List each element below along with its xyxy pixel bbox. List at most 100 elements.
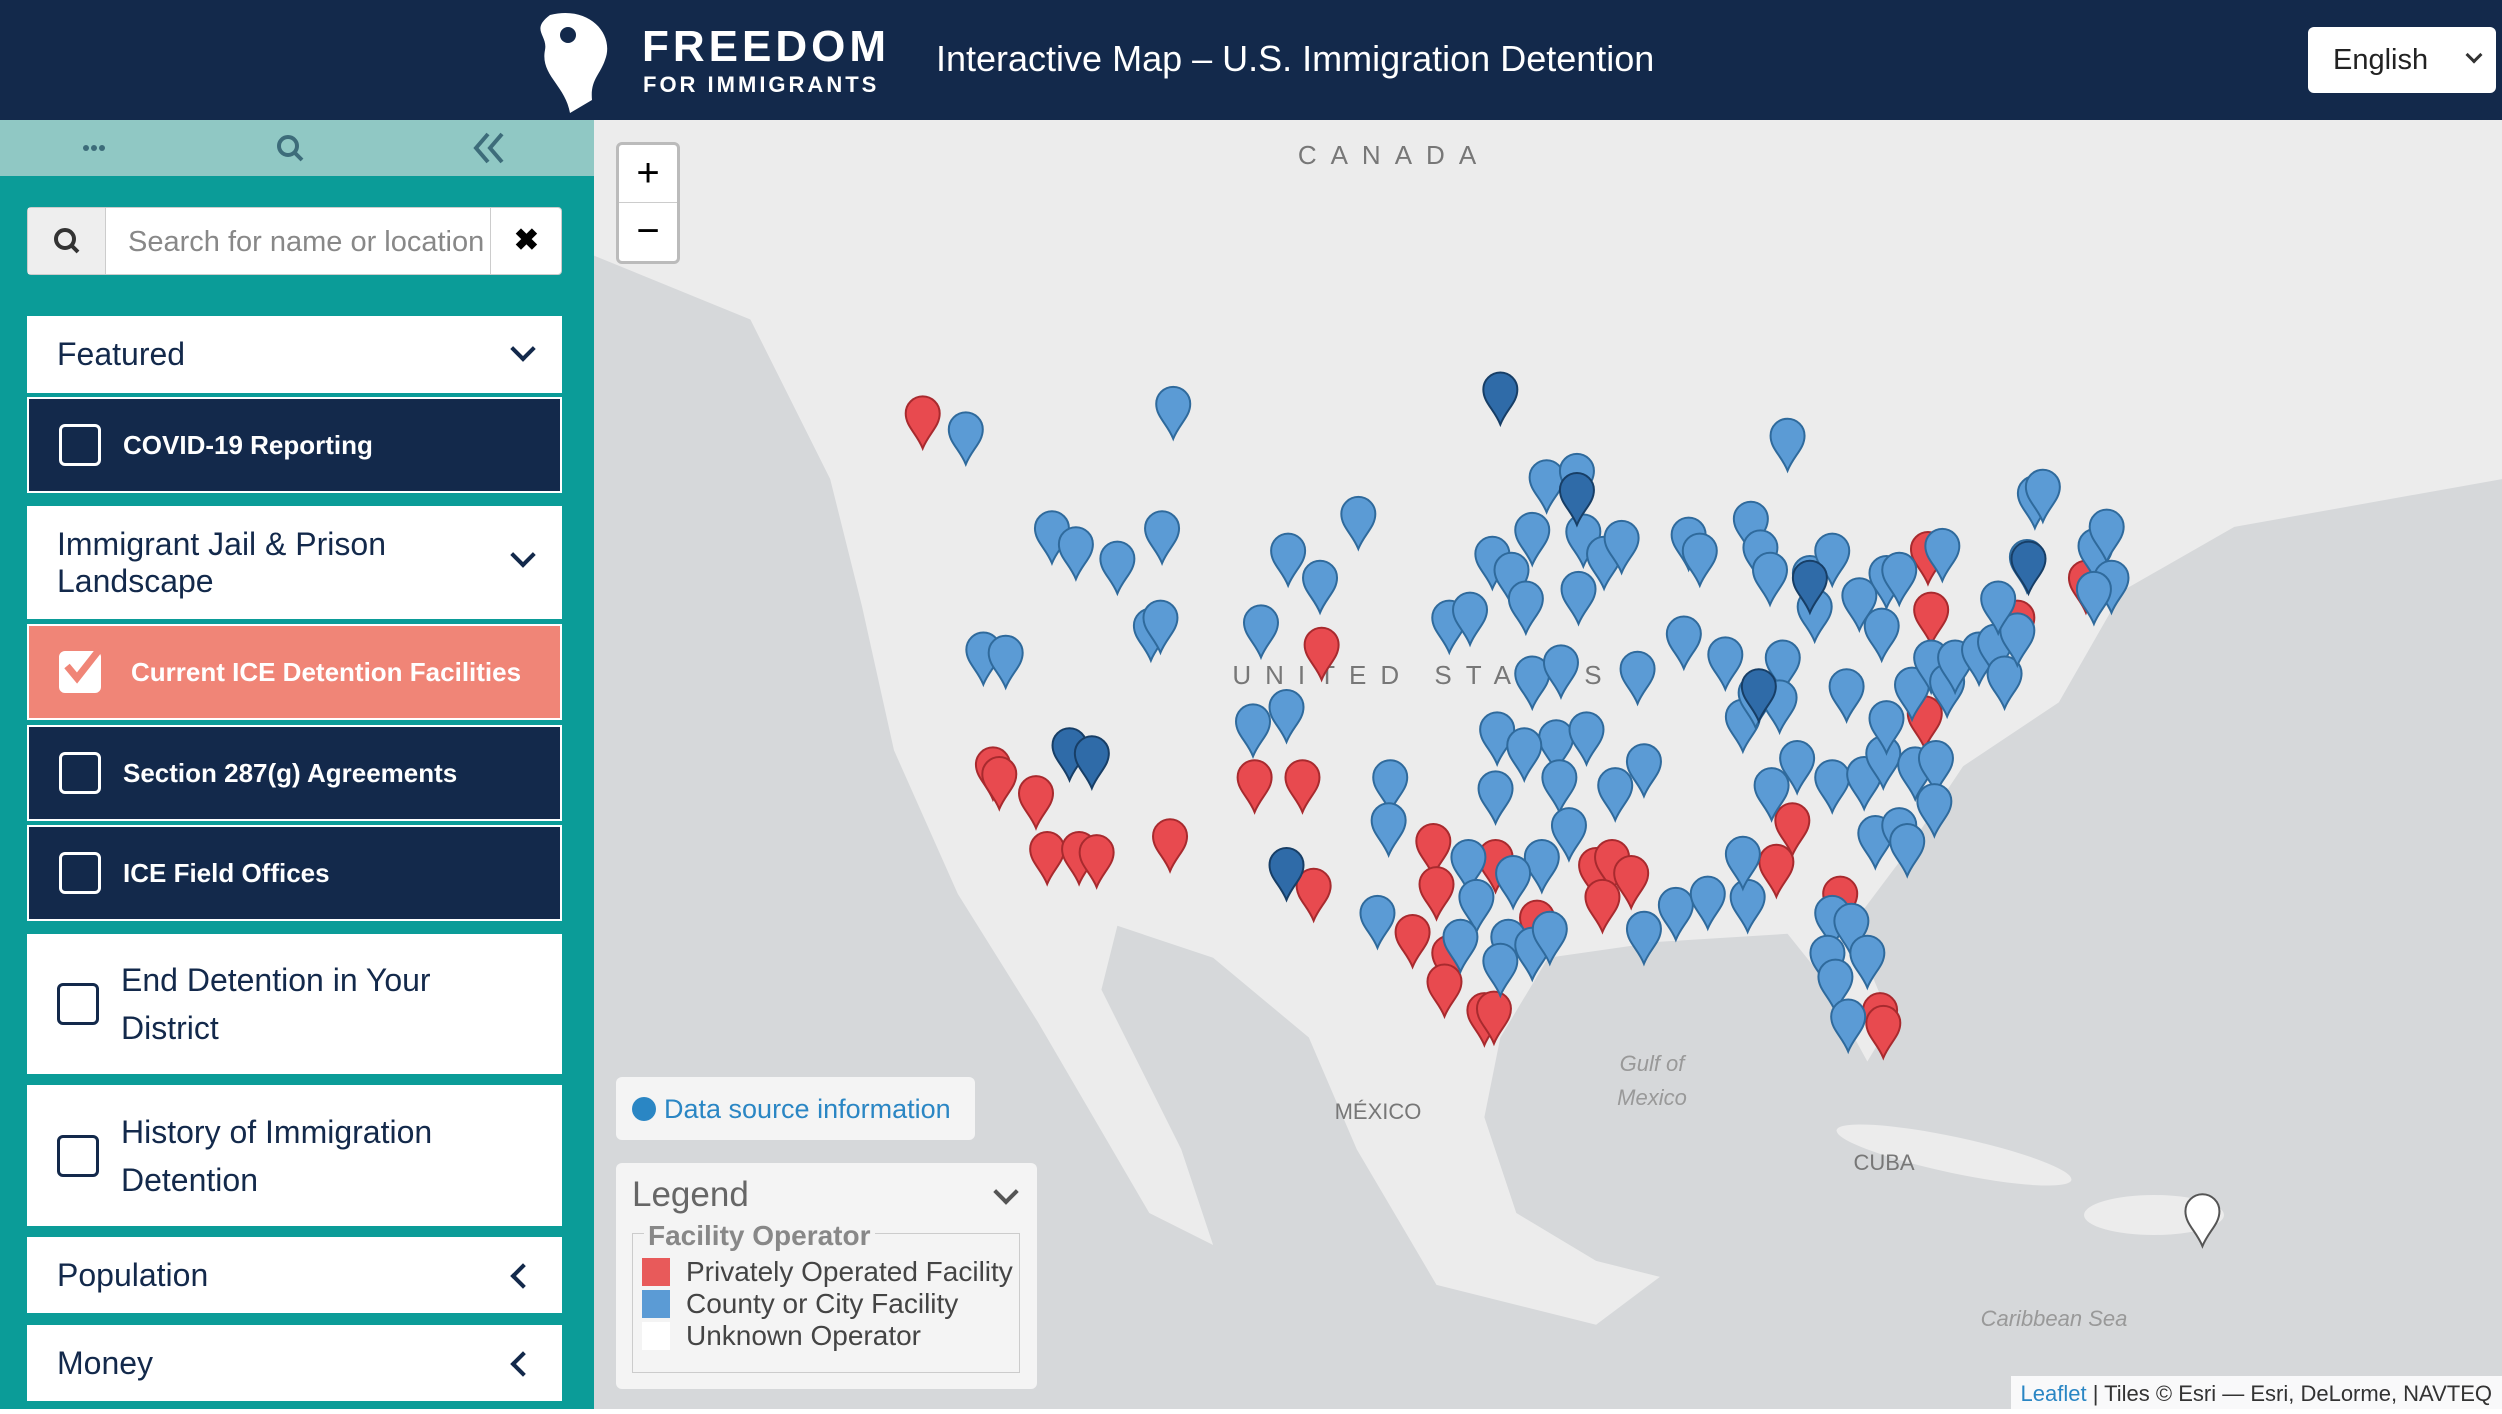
facility-marker[interactable] — [1791, 559, 1828, 616]
facility-marker[interactable] — [1270, 532, 1307, 589]
facility-marker[interactable] — [1303, 626, 1340, 683]
facility-marker[interactable] — [1657, 886, 1694, 943]
facility-marker[interactable] — [1774, 802, 1811, 858]
facility-marker[interactable] — [1613, 854, 1650, 911]
facility-marker[interactable] — [1817, 958, 1854, 1015]
facility-marker[interactable] — [1475, 990, 1512, 1047]
facility-marker[interactable] — [1426, 963, 1463, 1020]
facility-marker[interactable] — [1394, 913, 1431, 970]
facility-marker[interactable] — [1916, 783, 1953, 839]
facility-marker[interactable] — [1415, 823, 1452, 879]
facility-marker[interactable] — [1284, 759, 1321, 815]
facility-marker[interactable] — [1418, 866, 1455, 922]
layer-row[interactable]: Current ICE Detention Facilities — [27, 624, 562, 720]
facility-marker[interactable] — [1450, 838, 1487, 895]
facility-marker[interactable] — [1865, 1004, 1902, 1061]
facility-marker[interactable] — [1986, 655, 2023, 712]
facility-marker[interactable] — [1482, 371, 1519, 428]
group-header[interactable]: Money — [27, 1325, 562, 1401]
facility-marker[interactable] — [1541, 759, 1578, 815]
zoom-in[interactable]: + — [619, 145, 677, 203]
facility-marker[interactable] — [1514, 655, 1551, 712]
facility-marker[interactable] — [1999, 612, 2036, 669]
facility-marker[interactable] — [1758, 843, 1795, 900]
facility-marker[interactable] — [1295, 867, 1332, 924]
facility-marker[interactable] — [2075, 570, 2112, 627]
facility-marker[interactable] — [1482, 942, 1519, 999]
facility-marker[interactable] — [1017, 775, 1054, 831]
facility-marker[interactable] — [1568, 711, 1605, 768]
language-select[interactable]: English — [2308, 27, 2496, 93]
facility-marker[interactable] — [1849, 934, 1886, 991]
facility-marker[interactable] — [1057, 526, 1094, 582]
facility-marker[interactable] — [1619, 650, 1656, 707]
facility-marker[interactable] — [1477, 770, 1514, 827]
facility-marker[interactable] — [947, 411, 984, 468]
facility-marker[interactable] — [1242, 604, 1279, 661]
facility-marker[interactable] — [1155, 385, 1192, 442]
layer-row[interactable]: COVID-19 Reporting — [27, 397, 562, 493]
facility-marker[interactable] — [1863, 607, 1900, 664]
facility-marker[interactable] — [1769, 417, 1806, 474]
facility-marker[interactable] — [1764, 639, 1801, 696]
facility-marker[interactable] — [1753, 767, 1790, 823]
facility-marker[interactable] — [1889, 823, 1926, 879]
facility-marker[interactable] — [1268, 846, 1305, 903]
facility-marker[interactable] — [1078, 834, 1115, 890]
facility-marker[interactable] — [1707, 636, 1744, 693]
facility-marker[interactable] — [1495, 854, 1532, 911]
facility-marker[interactable] — [1099, 540, 1136, 597]
facility-marker[interactable] — [1268, 688, 1305, 745]
facility-marker[interactable] — [1830, 998, 1867, 1055]
data-source-button[interactable]: Data source information — [616, 1077, 975, 1140]
facility-marker[interactable] — [1740, 668, 1777, 724]
facility-marker[interactable] — [1531, 910, 1568, 967]
facility-marker[interactable] — [1560, 570, 1597, 627]
facility-marker[interactable] — [1542, 644, 1579, 701]
facility-marker[interactable] — [1597, 767, 1634, 823]
facility-marker[interactable] — [1370, 802, 1407, 858]
facility-marker[interactable] — [1152, 818, 1189, 874]
facility-marker[interactable] — [1625, 743, 1662, 799]
map[interactable]: CANADA UNITED STATES MÉXICO Gulf of Mexi… — [594, 120, 2502, 1409]
facility-marker[interactable] — [1724, 835, 1761, 892]
group-header[interactable]: Population — [27, 1237, 562, 1313]
facility-marker[interactable] — [1558, 471, 1595, 528]
facility-marker[interactable] — [1751, 551, 1789, 608]
facility-marker[interactable] — [1603, 519, 1640, 576]
facility-marker[interactable] — [1665, 615, 1702, 672]
facility-marker[interactable] — [1917, 740, 1954, 796]
facility-marker[interactable] — [904, 395, 941, 452]
attribution-link[interactable]: Leaflet — [2020, 1381, 2087, 1406]
facility-marker[interactable] — [1236, 759, 1273, 815]
layer-row[interactable]: Section 287(g) Agreements — [27, 725, 562, 821]
facility-marker[interactable] — [1235, 703, 1272, 760]
facility-marker[interactable] — [1828, 668, 1865, 724]
facility-marker[interactable] — [1924, 527, 1961, 584]
facility-marker[interactable] — [1689, 875, 1726, 932]
facility-marker[interactable] — [2088, 508, 2125, 565]
facility-marker[interactable] — [1514, 511, 1551, 568]
zoom-out[interactable]: − — [636, 209, 660, 253]
facility-marker[interactable] — [987, 634, 1024, 691]
link-row[interactable]: End Detention in Your District — [27, 934, 562, 1074]
facility-marker[interactable] — [1913, 591, 1950, 648]
facility-marker[interactable] — [1681, 532, 1718, 589]
facility-marker[interactable] — [1507, 580, 1544, 637]
facility-marker[interactable] — [1833, 902, 1870, 959]
legend-toggle[interactable] — [993, 1179, 1019, 1205]
group-header[interactable]: Featured — [27, 316, 562, 393]
facility-marker[interactable] — [1340, 495, 1377, 552]
facility-marker[interactable] — [2010, 540, 2047, 597]
facility-marker[interactable] — [1841, 577, 1878, 633]
facility-marker[interactable] — [1452, 591, 1489, 648]
facility-marker[interactable] — [2024, 468, 2061, 525]
facility-marker[interactable] — [1142, 599, 1179, 656]
facility-marker[interactable] — [1372, 759, 1409, 815]
facility-marker[interactable] — [1868, 700, 1905, 756]
facility-marker[interactable] — [1506, 727, 1543, 783]
facility-marker[interactable] — [1073, 735, 1110, 791]
facility-marker[interactable] — [1458, 878, 1495, 935]
facility-marker[interactable] — [1144, 510, 1181, 566]
facility-marker[interactable] — [1584, 878, 1621, 935]
